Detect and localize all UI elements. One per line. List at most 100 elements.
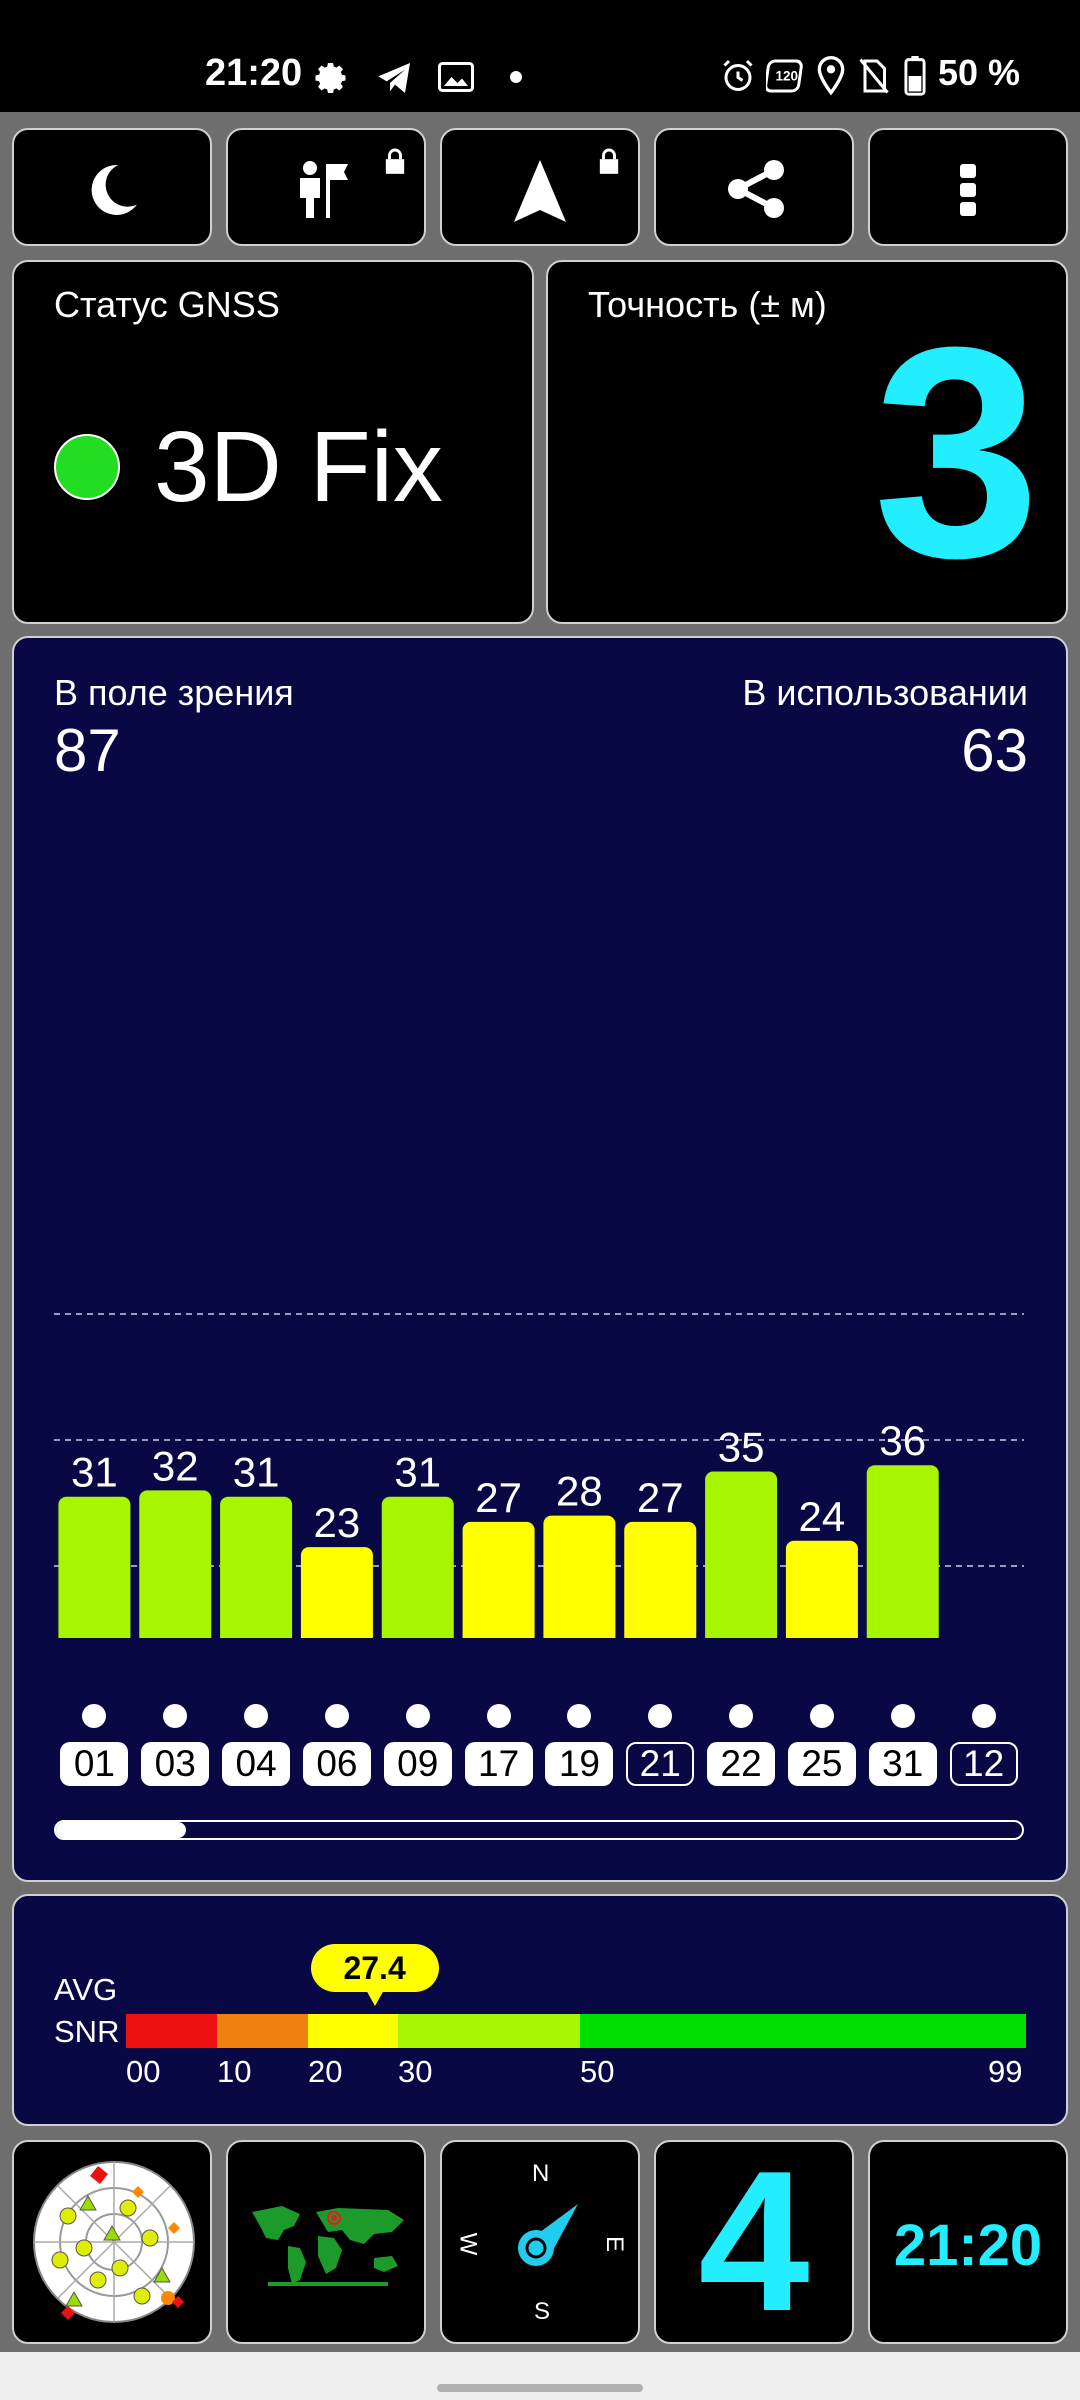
gnss-status-value: 3D Fix: [154, 411, 443, 523]
sky-plot-icon: [33, 2161, 195, 2323]
gear-icon: [315, 63, 346, 93]
satellite-id-31[interactable]: 31: [868, 1742, 937, 1786]
avg-snr-badge: 27.4: [310, 1944, 439, 2006]
satellite-dot: [163, 1704, 188, 1728]
compass-west: W: [454, 2232, 482, 2256]
avg-snr-pointer: [364, 1988, 385, 2006]
satellite-dot: [890, 1704, 915, 1728]
satellite-signal-panel: В поле зрения 87 В использовании 63 31 32…: [12, 636, 1068, 1882]
gnss-status-label: Статус GNSS: [54, 284, 280, 325]
satellite-id-19[interactable]: 19: [545, 1742, 614, 1786]
alarm-icon: [723, 59, 753, 91]
bar-value-label: 23: [314, 1499, 361, 1546]
snr-bar-09[interactable]: [381, 1496, 454, 1638]
share-button[interactable]: [654, 128, 854, 246]
svg-text:120: 120: [776, 69, 799, 84]
satellite-dot: [82, 1704, 107, 1728]
snr-bar-31[interactable]: [866, 1465, 939, 1638]
mission-button[interactable]: [226, 128, 426, 246]
satellite-id-22[interactable]: 22: [707, 1742, 776, 1786]
snr-scale-label: 00: [126, 2054, 161, 2089]
compass-north: N: [532, 2160, 550, 2187]
snr-bar-03[interactable]: [139, 1490, 212, 1638]
snr-bar-01[interactable]: [58, 1496, 131, 1638]
navigation-arrow-icon: [514, 160, 566, 222]
more-vert-icon: [960, 164, 976, 216]
bar-value-label: 31: [71, 1449, 118, 1496]
avg-snr-label-2: SNR: [54, 2014, 120, 2049]
avg-snr-panel: [12, 1894, 1068, 2126]
accuracy-label: Точность (± м): [588, 284, 827, 325]
snr-scale-label: 30: [398, 2054, 433, 2089]
navigation-area: [0, 2352, 1080, 2400]
lock-icon: [599, 148, 619, 174]
chart-scrollbar[interactable]: [54, 1820, 1024, 1840]
bar-value-label: 28: [556, 1468, 603, 1515]
bar-value-label: 27: [475, 1474, 522, 1521]
snr-bar-22[interactable]: [705, 1471, 778, 1639]
clock-widget[interactable]: 21:20: [868, 2140, 1068, 2344]
telegram-icon: [378, 63, 410, 93]
gnss-status-panel: Статус GNSS 3D Fix: [12, 260, 534, 624]
bar-value-label: 36: [879, 1417, 926, 1464]
battery-icon: [904, 56, 926, 96]
snr-bar-17[interactable]: [462, 1521, 535, 1638]
bar-value-label: 31: [233, 1449, 280, 1496]
accuracy-panel: Точность (± м) 3: [546, 260, 1068, 624]
satellite-dot: [809, 1704, 834, 1728]
snr-bar-21[interactable]: [624, 1521, 697, 1638]
night-mode-button[interactable]: [12, 128, 212, 246]
in-use-label: В использовании: [742, 672, 1028, 713]
bar-value-label: 32: [152, 1442, 199, 1489]
avg-snr-label-1: AVG: [54, 1972, 118, 2007]
satellite-dot: [729, 1704, 754, 1728]
compass-needle-icon: [518, 2204, 578, 2266]
share-icon: [728, 160, 784, 218]
navigation-button[interactable]: [440, 128, 640, 246]
compass-widget[interactable]: N S W E: [440, 2140, 640, 2344]
satellite-id-03[interactable]: 03: [141, 1742, 210, 1786]
satellites-used-widget[interactable]: 4: [654, 2134, 854, 2350]
satellite-id-21[interactable]: 21: [626, 1742, 695, 1786]
satellite-dot: [244, 1704, 269, 1728]
more-options-button[interactable]: [868, 128, 1068, 246]
in-use-count: 63: [961, 717, 1028, 784]
snr-segment: [308, 2014, 398, 2048]
snr-bar-06[interactable]: [300, 1547, 373, 1638]
location-pin-icon: [817, 56, 845, 96]
satellite-id-09[interactable]: 09: [383, 1742, 452, 1786]
bar-value-label: 35: [718, 1424, 765, 1471]
snr-scale-label: 10: [217, 2054, 252, 2089]
satellite-id-17[interactable]: 17: [464, 1742, 533, 1786]
snr-segment: [217, 2014, 308, 2048]
snr-segment: [580, 2014, 1026, 2048]
satellite-id-04[interactable]: 04: [222, 1742, 291, 1786]
bar-value-label: 24: [799, 1493, 846, 1540]
satellite-id-25[interactable]: 25: [787, 1742, 856, 1786]
satellite-id-12[interactable]: 12: [949, 1742, 1018, 1786]
sky-view-widget[interactable]: [12, 2140, 212, 2344]
satellite-dot: [648, 1704, 673, 1728]
dot-icon: [510, 71, 522, 83]
avg-snr-value: 27.4: [343, 1950, 406, 1986]
battery-percent: 50 %: [938, 52, 1021, 93]
satellite-dot: [324, 1704, 349, 1728]
status-bar: 21:20 120 50 %: [0, 0, 1080, 112]
clock-time: 21:20: [893, 2213, 1043, 2278]
home-gesture-bar[interactable]: [437, 2384, 643, 2392]
compass-south: S: [534, 2298, 551, 2325]
satellite-dot: [971, 1704, 996, 1728]
satellites-used-count: 4: [698, 2130, 810, 2353]
snr-bar-04[interactable]: [220, 1496, 293, 1638]
compass-east: E: [601, 2235, 629, 2253]
snr-segment: [126, 2014, 217, 2048]
snr-bar-25[interactable]: [785, 1540, 858, 1638]
fix-indicator-dot: [54, 434, 120, 500]
snr-bar-19[interactable]: [543, 1515, 616, 1638]
satellite-id-06[interactable]: 06: [302, 1742, 371, 1786]
world-map-widget[interactable]: [226, 2140, 426, 2344]
chart-scrollbar-thumb[interactable]: [56, 1822, 186, 1838]
satellite-id-01[interactable]: 01: [60, 1742, 129, 1786]
accuracy-value: 3: [873, 284, 1040, 620]
satellite-dot: [405, 1704, 430, 1728]
